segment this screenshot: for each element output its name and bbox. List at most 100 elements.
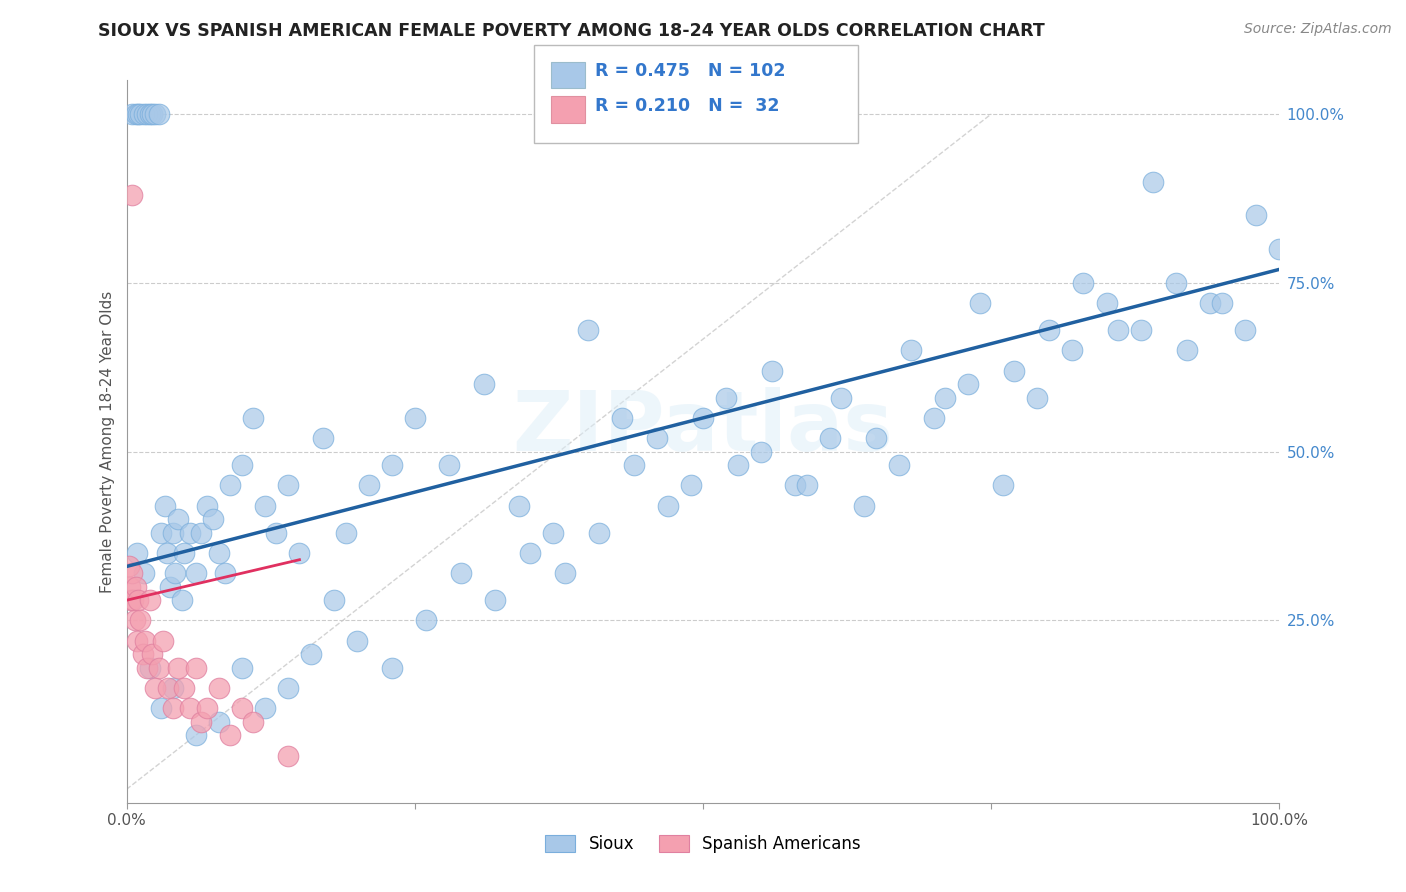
Point [277,748,299,763]
Point [1038,323,1060,337]
Point [132,566,155,581]
Point [125,107,148,121]
Point [1142,175,1164,189]
Point [887,458,910,472]
Point [120,593,142,607]
Point [214,566,236,581]
Point [138,593,160,607]
Point [131,647,153,661]
Point [727,458,749,472]
Point [311,431,333,445]
Point [150,525,173,540]
Point [853,499,876,513]
Point [167,661,190,675]
Legend: Sioux, Spanish Americans: Sioux, Spanish Americans [538,828,868,860]
Point [1026,391,1049,405]
Point [991,478,1014,492]
Point [231,661,253,675]
Point [170,593,193,607]
Point [219,728,242,742]
Point [167,512,190,526]
Point [865,431,887,445]
Text: R = 0.210   N =  32: R = 0.210 N = 32 [595,97,779,115]
Point [957,377,980,392]
Point [122,593,145,607]
Point [1246,208,1268,222]
Point [277,478,299,492]
Point [132,107,155,121]
Point [162,681,184,695]
Point [357,478,380,492]
Point [818,431,841,445]
Point [1211,296,1233,310]
Point [541,525,564,540]
Point [242,411,264,425]
Point [253,701,276,715]
Point [761,364,783,378]
Point [299,647,322,661]
Point [195,499,218,513]
Point [1164,276,1187,290]
Point [785,478,807,492]
Point [484,593,506,607]
Y-axis label: Female Poverty Among 18-24 Year Olds: Female Poverty Among 18-24 Year Olds [100,291,115,592]
Point [141,107,163,121]
Point [472,377,495,392]
Point [121,107,143,121]
Point [1073,276,1095,290]
Point [208,546,231,560]
Point [231,701,253,715]
Point [157,681,180,695]
Point [439,458,461,472]
Point [1233,323,1256,337]
Point [415,614,437,628]
Point [121,188,143,202]
Point [277,681,299,695]
Point [141,647,163,661]
Point [148,661,170,675]
Point [900,343,922,358]
Point [796,478,818,492]
Point [125,580,148,594]
Text: SIOUX VS SPANISH AMERICAN FEMALE POVERTY AMONG 18-24 YEAR OLDS CORRELATION CHART: SIOUX VS SPANISH AMERICAN FEMALE POVERTY… [98,22,1045,40]
Point [134,633,156,648]
Point [127,593,149,607]
Point [195,701,218,715]
Point [1175,343,1198,358]
Point [184,661,207,675]
Point [138,661,160,675]
Point [145,681,166,695]
Point [404,411,426,425]
Point [242,714,264,729]
Point [576,323,599,337]
Point [163,566,186,581]
Point [190,714,212,729]
Point [118,580,141,594]
Point [118,559,141,574]
Point [202,512,225,526]
Point [612,411,634,425]
Point [184,566,207,581]
Point [749,444,772,458]
Point [692,411,714,425]
Point [934,391,956,405]
Point [138,107,160,121]
Point [1107,323,1129,337]
Point [231,458,253,472]
Point [588,525,610,540]
Point [156,546,179,560]
Point [124,614,146,628]
Point [127,107,149,121]
Point [681,478,703,492]
Point [159,580,181,594]
Point [179,525,201,540]
Point [136,661,159,675]
Point [922,411,945,425]
Point [1130,323,1153,337]
Point [1002,364,1025,378]
Point [219,478,242,492]
Point [153,499,176,513]
Point [714,391,737,405]
Point [148,107,170,121]
Point [1268,242,1291,256]
